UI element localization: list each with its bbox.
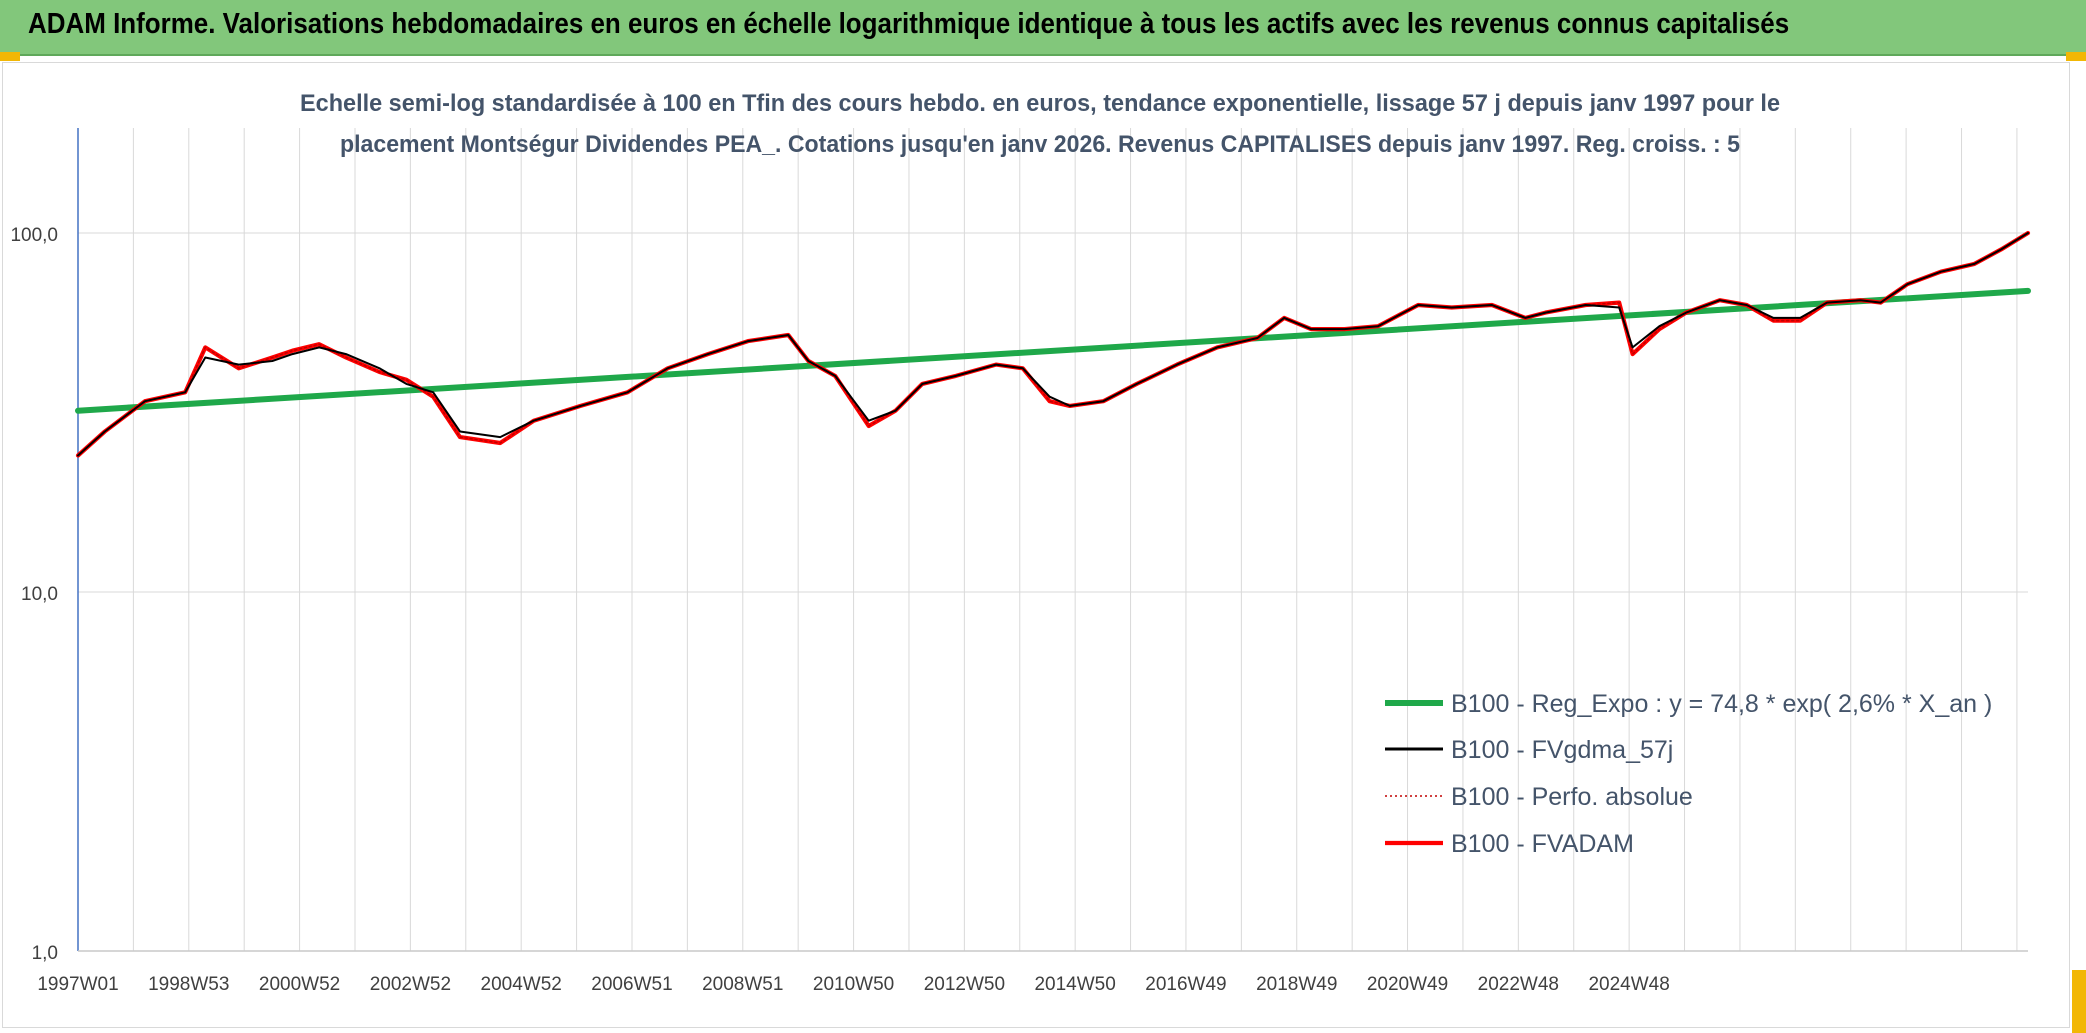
x-tick-label: 1997W01 [37, 974, 118, 995]
report-title: ADAM Informe. Valorisations hebdomadaire… [28, 8, 1790, 40]
x-tick-label: 2018W49 [1256, 974, 1337, 995]
chart-title-line-2: placement Montségur Dividendes PEA_. Cot… [340, 131, 1740, 158]
y-tick-label: 100,0 [10, 225, 58, 246]
x-tick-label: 2024W48 [1588, 974, 1669, 995]
legend-label: B100 - FVgdma_57j [1451, 736, 1673, 764]
fvadam-series-line [75, 230, 2031, 458]
corner-marker-right [2066, 52, 2086, 61]
legend-label: B100 - Reg_Expo : y = 74,8 * exp( 2,6% *… [1451, 690, 1992, 718]
absolute-perf-series-line [77, 232, 2029, 457]
tick-labels: 1,0 10,0 100,0 1997W01 1998W53 2000W52 2002W52… [10, 225, 1669, 995]
y-tick-label: 1,0 [32, 943, 58, 964]
chart-title-line-1: Echelle semi-log standardisée à 100 en T… [300, 90, 1780, 117]
x-tick-label: 2004W52 [481, 974, 562, 995]
x-tick-label: 2016W49 [1145, 974, 1226, 995]
grid [78, 128, 2028, 951]
legend-label: B100 - Perfo. absolue [1451, 783, 1693, 811]
smoothed-series-line [77, 232, 2029, 457]
legend-label: B100 - FVADAM [1451, 830, 1634, 858]
x-tick-label: 2014W50 [1034, 974, 1115, 995]
x-tick-label: 1998W53 [148, 974, 229, 995]
corner-marker-bottom-right [2072, 970, 2086, 1033]
axes [77, 128, 2028, 952]
legend: B100 - Reg_Expo : y = 74,8 * exp( 2,6% *… [1385, 690, 1992, 858]
chart-area [2, 62, 2070, 1028]
x-tick-label: 2022W48 [1478, 974, 1559, 995]
x-tick-label: 2020W49 [1367, 974, 1448, 995]
x-tick-label: 2006W51 [591, 974, 672, 995]
corner-marker-left [0, 52, 20, 61]
trend-series-line [75, 287, 2031, 414]
y-tick-label: 10,0 [21, 584, 58, 605]
x-tick-label: 2002W52 [370, 974, 451, 995]
x-tick-label: 2008W51 [702, 974, 783, 995]
x-tick-label: 2012W50 [924, 974, 1005, 995]
report-banner: ADAM Informe. Valorisations hebdomadaire… [0, 0, 2086, 56]
chart-title: Echelle semi-log standardisée à 100 en T… [300, 90, 1780, 158]
series-group [75, 230, 2031, 458]
x-tick-label: 2010W50 [813, 974, 894, 995]
x-tick-label: 2000W52 [259, 974, 340, 995]
